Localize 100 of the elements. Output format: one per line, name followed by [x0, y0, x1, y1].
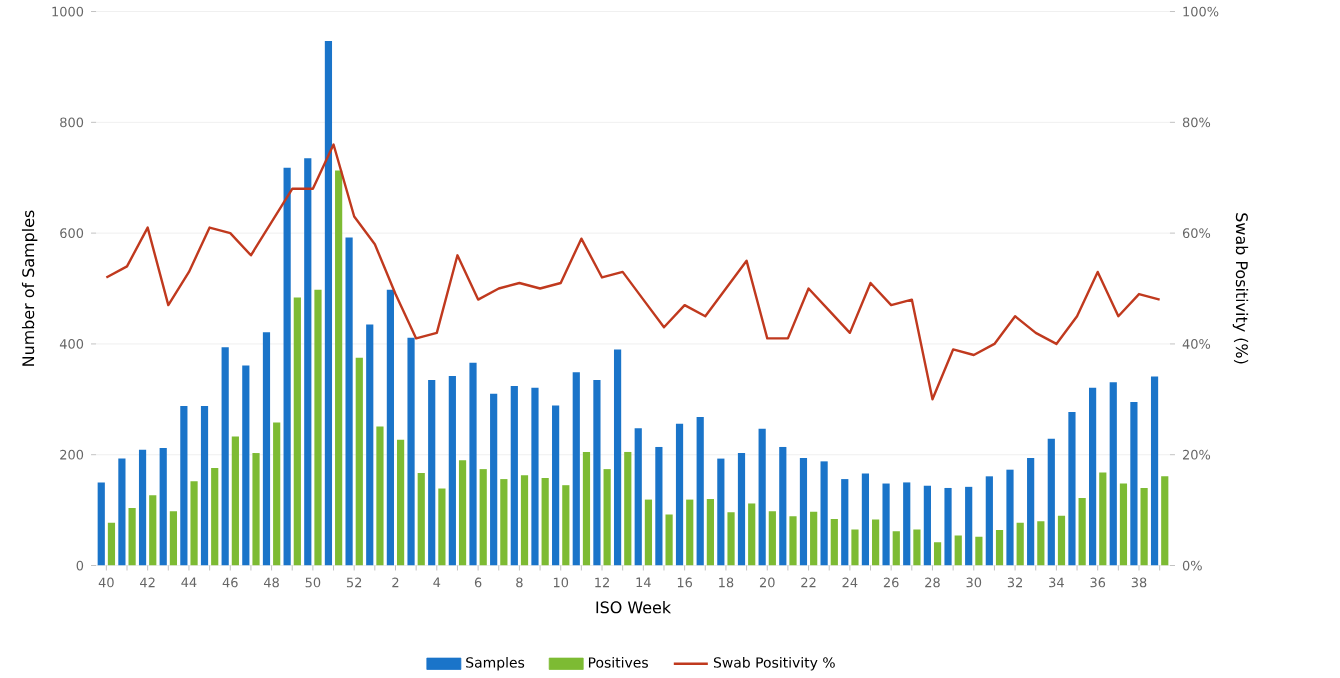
bar [531, 387, 539, 566]
bar [510, 385, 518, 566]
bar [572, 371, 580, 566]
bar [944, 487, 952, 566]
bar [1037, 520, 1045, 566]
bar [882, 483, 890, 566]
bar [675, 423, 684, 566]
bar [541, 477, 549, 566]
bar [975, 536, 983, 566]
bar [1068, 411, 1076, 566]
bar [1099, 472, 1107, 566]
bar [428, 379, 436, 566]
bar [861, 473, 870, 566]
bar [799, 457, 808, 566]
bar [200, 405, 209, 566]
bar [107, 522, 116, 566]
bar [479, 468, 487, 566]
bar [1006, 469, 1014, 566]
bar [696, 416, 704, 566]
bar [552, 405, 560, 566]
bar [386, 289, 394, 566]
bar [314, 289, 322, 566]
bar [273, 422, 281, 566]
bar [469, 362, 477, 566]
bar [397, 439, 405, 566]
bar [180, 405, 188, 566]
bar [933, 542, 942, 566]
bar [593, 379, 601, 566]
bar [231, 436, 239, 566]
bar [1078, 497, 1086, 566]
bar [748, 503, 756, 566]
bar [458, 460, 467, 566]
bar [1089, 387, 1097, 566]
bar [1150, 376, 1159, 566]
bar [985, 476, 993, 566]
bar [872, 519, 880, 566]
bar [655, 446, 663, 566]
bar [903, 482, 911, 566]
bar [779, 446, 787, 566]
bar [355, 357, 363, 566]
bar [913, 529, 921, 566]
bar [97, 482, 105, 566]
bar [500, 478, 508, 566]
bar [810, 511, 818, 566]
bar [665, 514, 673, 566]
bar [169, 510, 178, 566]
bar [727, 512, 735, 566]
bar [417, 472, 425, 566]
bar [768, 510, 776, 566]
bar [954, 535, 962, 566]
bar [190, 481, 198, 566]
bar [324, 40, 333, 566]
bar [283, 167, 291, 566]
bar [789, 515, 797, 566]
bar [613, 349, 622, 566]
bar [293, 297, 301, 566]
bar [345, 237, 353, 566]
bar [366, 324, 374, 566]
bar [407, 337, 415, 566]
bar [717, 458, 725, 566]
bar [562, 484, 570, 566]
bar [335, 170, 343, 566]
bar [304, 158, 312, 566]
bar [159, 447, 167, 566]
bar [520, 474, 529, 566]
bar [1130, 401, 1138, 566]
bar [603, 468, 611, 566]
bar [211, 467, 219, 566]
bar [820, 461, 828, 566]
bar [149, 494, 157, 566]
bar [624, 451, 632, 566]
bar [923, 485, 931, 566]
bar [242, 365, 250, 566]
bar [376, 426, 384, 566]
bar [1027, 457, 1035, 566]
bar [262, 332, 271, 566]
bar [1119, 483, 1128, 566]
bar [138, 449, 147, 566]
bar [758, 428, 766, 566]
bar [221, 346, 229, 566]
bar [634, 427, 642, 566]
bar [706, 498, 714, 566]
bar [841, 478, 849, 566]
bar [737, 452, 746, 566]
bar [644, 499, 653, 566]
bar [686, 499, 694, 566]
bar [1109, 381, 1117, 566]
bar [252, 452, 260, 566]
bar [128, 507, 136, 566]
bar [830, 518, 838, 566]
bar [1016, 522, 1024, 566]
bar [582, 451, 591, 566]
bar [892, 530, 900, 566]
bar [490, 393, 498, 566]
bar [965, 486, 973, 566]
bar [851, 529, 859, 566]
bar [995, 529, 1004, 566]
bar [1057, 515, 1066, 566]
bar [1047, 438, 1055, 566]
bar [1140, 487, 1148, 566]
